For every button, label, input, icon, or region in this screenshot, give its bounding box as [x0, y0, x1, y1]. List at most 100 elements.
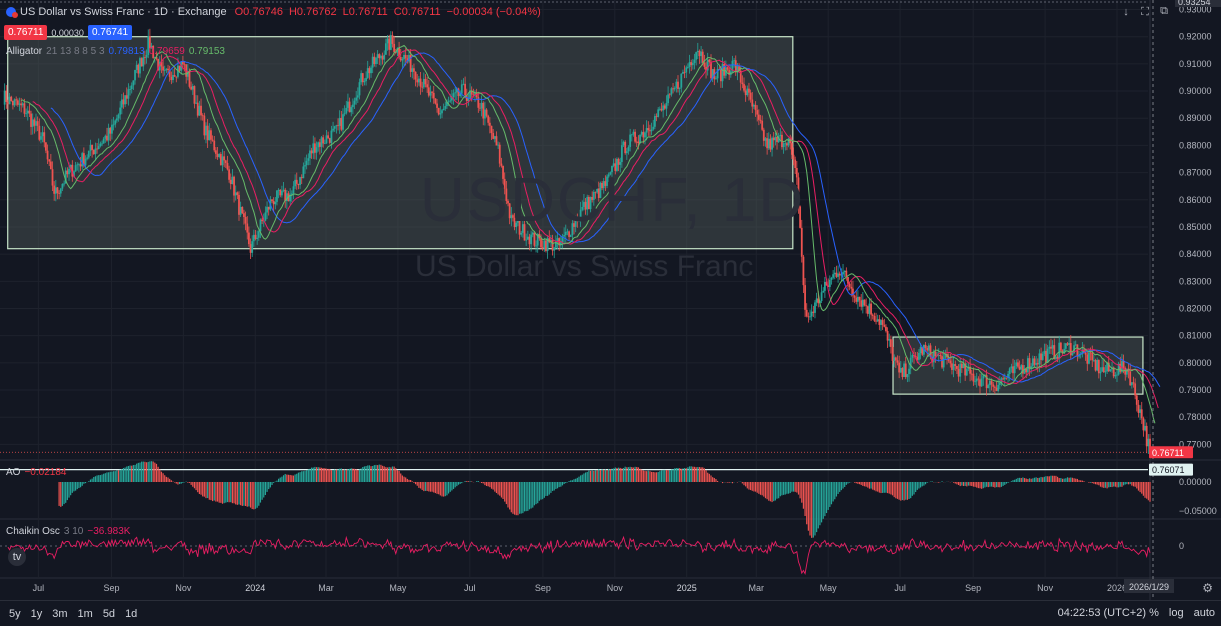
- candle-body: [203, 116, 205, 136]
- ao-bar: [369, 465, 370, 482]
- ao-bar: [932, 481, 933, 482]
- ao-bar: [661, 470, 662, 482]
- candle-body: [25, 113, 27, 114]
- symbol-title[interactable]: US Dollar vs Swiss Franc · 1D · Exchange: [20, 6, 227, 18]
- watermark-symbol: USDCHF, 1D: [420, 165, 805, 236]
- chaikin-legend[interactable]: Chaikin Osc 3 10 −36.983K: [6, 526, 130, 537]
- candle-body: [141, 58, 143, 66]
- ao-bar: [1121, 482, 1122, 487]
- candle-body: [198, 106, 200, 116]
- candle-body: [624, 142, 626, 153]
- candle-body: [637, 142, 639, 143]
- alligator-legend[interactable]: Alligator 21 13 8 8 5 3 0.79813 0.79659 …: [6, 46, 225, 57]
- ao-bar: [359, 470, 360, 482]
- tf-5y-button[interactable]: 5y: [9, 608, 21, 620]
- fullscreen-icon[interactable]: ⛶: [1138, 5, 1152, 19]
- ao-bar: [1125, 482, 1126, 484]
- ao-bar: [682, 468, 683, 482]
- candle-body: [892, 347, 894, 361]
- ao-bar: [651, 472, 652, 482]
- candle-body: [779, 135, 781, 136]
- candle-body: [439, 113, 441, 114]
- ao-bar: [981, 482, 982, 489]
- ao-bar: [578, 477, 579, 482]
- ao-bar: [763, 482, 764, 497]
- tf-3m-button[interactable]: 3m: [52, 608, 67, 620]
- candle-body: [378, 54, 380, 58]
- candle-body: [783, 143, 785, 147]
- y-tick-label: 0.90000: [1179, 86, 1212, 96]
- last-price-badge: 0.76711: [1152, 448, 1184, 458]
- candle-body: [839, 274, 841, 276]
- x-tick-label: Mar: [749, 583, 765, 593]
- ao-bar: [1100, 482, 1101, 487]
- ao-bar: [285, 474, 286, 482]
- tf-1d-button[interactable]: 1d: [125, 608, 137, 620]
- candle-body: [438, 108, 440, 115]
- candle-body: [491, 126, 493, 133]
- ao-bar: [742, 482, 743, 483]
- ao-bar: [639, 469, 640, 482]
- auto-scale-button[interactable]: auto: [1194, 607, 1215, 619]
- candle-body: [882, 320, 884, 325]
- percent-scale-button[interactable]: %: [1149, 607, 1159, 619]
- candle-body: [857, 297, 859, 302]
- ao-bar: [1029, 478, 1030, 482]
- x-tick-label: Sep: [103, 583, 119, 593]
- tf-1y-button[interactable]: 1y: [31, 608, 43, 620]
- candle-body: [385, 43, 387, 54]
- ao-bar: [847, 482, 848, 484]
- candle-body: [872, 315, 874, 316]
- candle-body: [164, 70, 166, 71]
- ao-bar: [575, 479, 576, 482]
- candle-body: [128, 89, 130, 98]
- ao-bar: [704, 468, 705, 482]
- screenshot-icon[interactable]: ⧉: [1157, 4, 1171, 18]
- ao-bar: [828, 482, 829, 510]
- ao-bar: [281, 477, 282, 482]
- candle-body: [887, 331, 889, 341]
- candle-body: [258, 231, 260, 238]
- ao-bar: [638, 467, 639, 482]
- buy-price-button[interactable]: 0.76741: [88, 25, 132, 40]
- ao-legend[interactable]: AO −0.02184: [6, 467, 66, 478]
- candle-body: [525, 240, 527, 241]
- settings-gear-icon[interactable]: ⚙: [1202, 581, 1213, 595]
- candle-body: [413, 68, 415, 72]
- candle-body: [898, 363, 900, 373]
- candle-body: [487, 116, 489, 123]
- log-scale-button[interactable]: log: [1169, 607, 1184, 619]
- tf-5d-button[interactable]: 5d: [103, 608, 115, 620]
- ao-bar: [498, 482, 499, 495]
- candle-body: [329, 138, 331, 143]
- ao-bar: [499, 482, 500, 496]
- ao-bar: [1080, 480, 1081, 482]
- ao-bar: [910, 482, 911, 498]
- ao-bar: [316, 467, 317, 482]
- ao-bar: [422, 482, 423, 490]
- candle-body: [118, 115, 120, 119]
- spread-value: 0.00030: [51, 28, 84, 38]
- ao-bar: [521, 482, 522, 514]
- ao-bar: [115, 471, 116, 482]
- candle-body: [680, 74, 682, 88]
- candle-body: [991, 381, 993, 385]
- ao-bar: [826, 482, 827, 513]
- ao-bar: [1149, 482, 1150, 502]
- clock-timezone[interactable]: 04:22:53 (UTC+2): [1058, 607, 1146, 619]
- ao-bar: [1072, 478, 1073, 482]
- candle-body: [372, 57, 374, 68]
- download-icon[interactable]: ↓: [1119, 5, 1133, 19]
- ao-bar: [125, 468, 126, 482]
- y-tick-label: 0.78000: [1179, 412, 1212, 422]
- candle-body: [60, 189, 62, 194]
- ao-bar: [398, 471, 399, 482]
- tradingview-logo-icon[interactable]: tv: [8, 548, 26, 566]
- candle-body: [405, 55, 407, 58]
- sell-price-button[interactable]: 0.76711: [4, 25, 47, 40]
- ao-bar: [999, 482, 1000, 487]
- candle-body: [646, 128, 648, 132]
- tf-1m-button[interactable]: 1m: [78, 608, 93, 620]
- ao-bar: [1126, 482, 1127, 484]
